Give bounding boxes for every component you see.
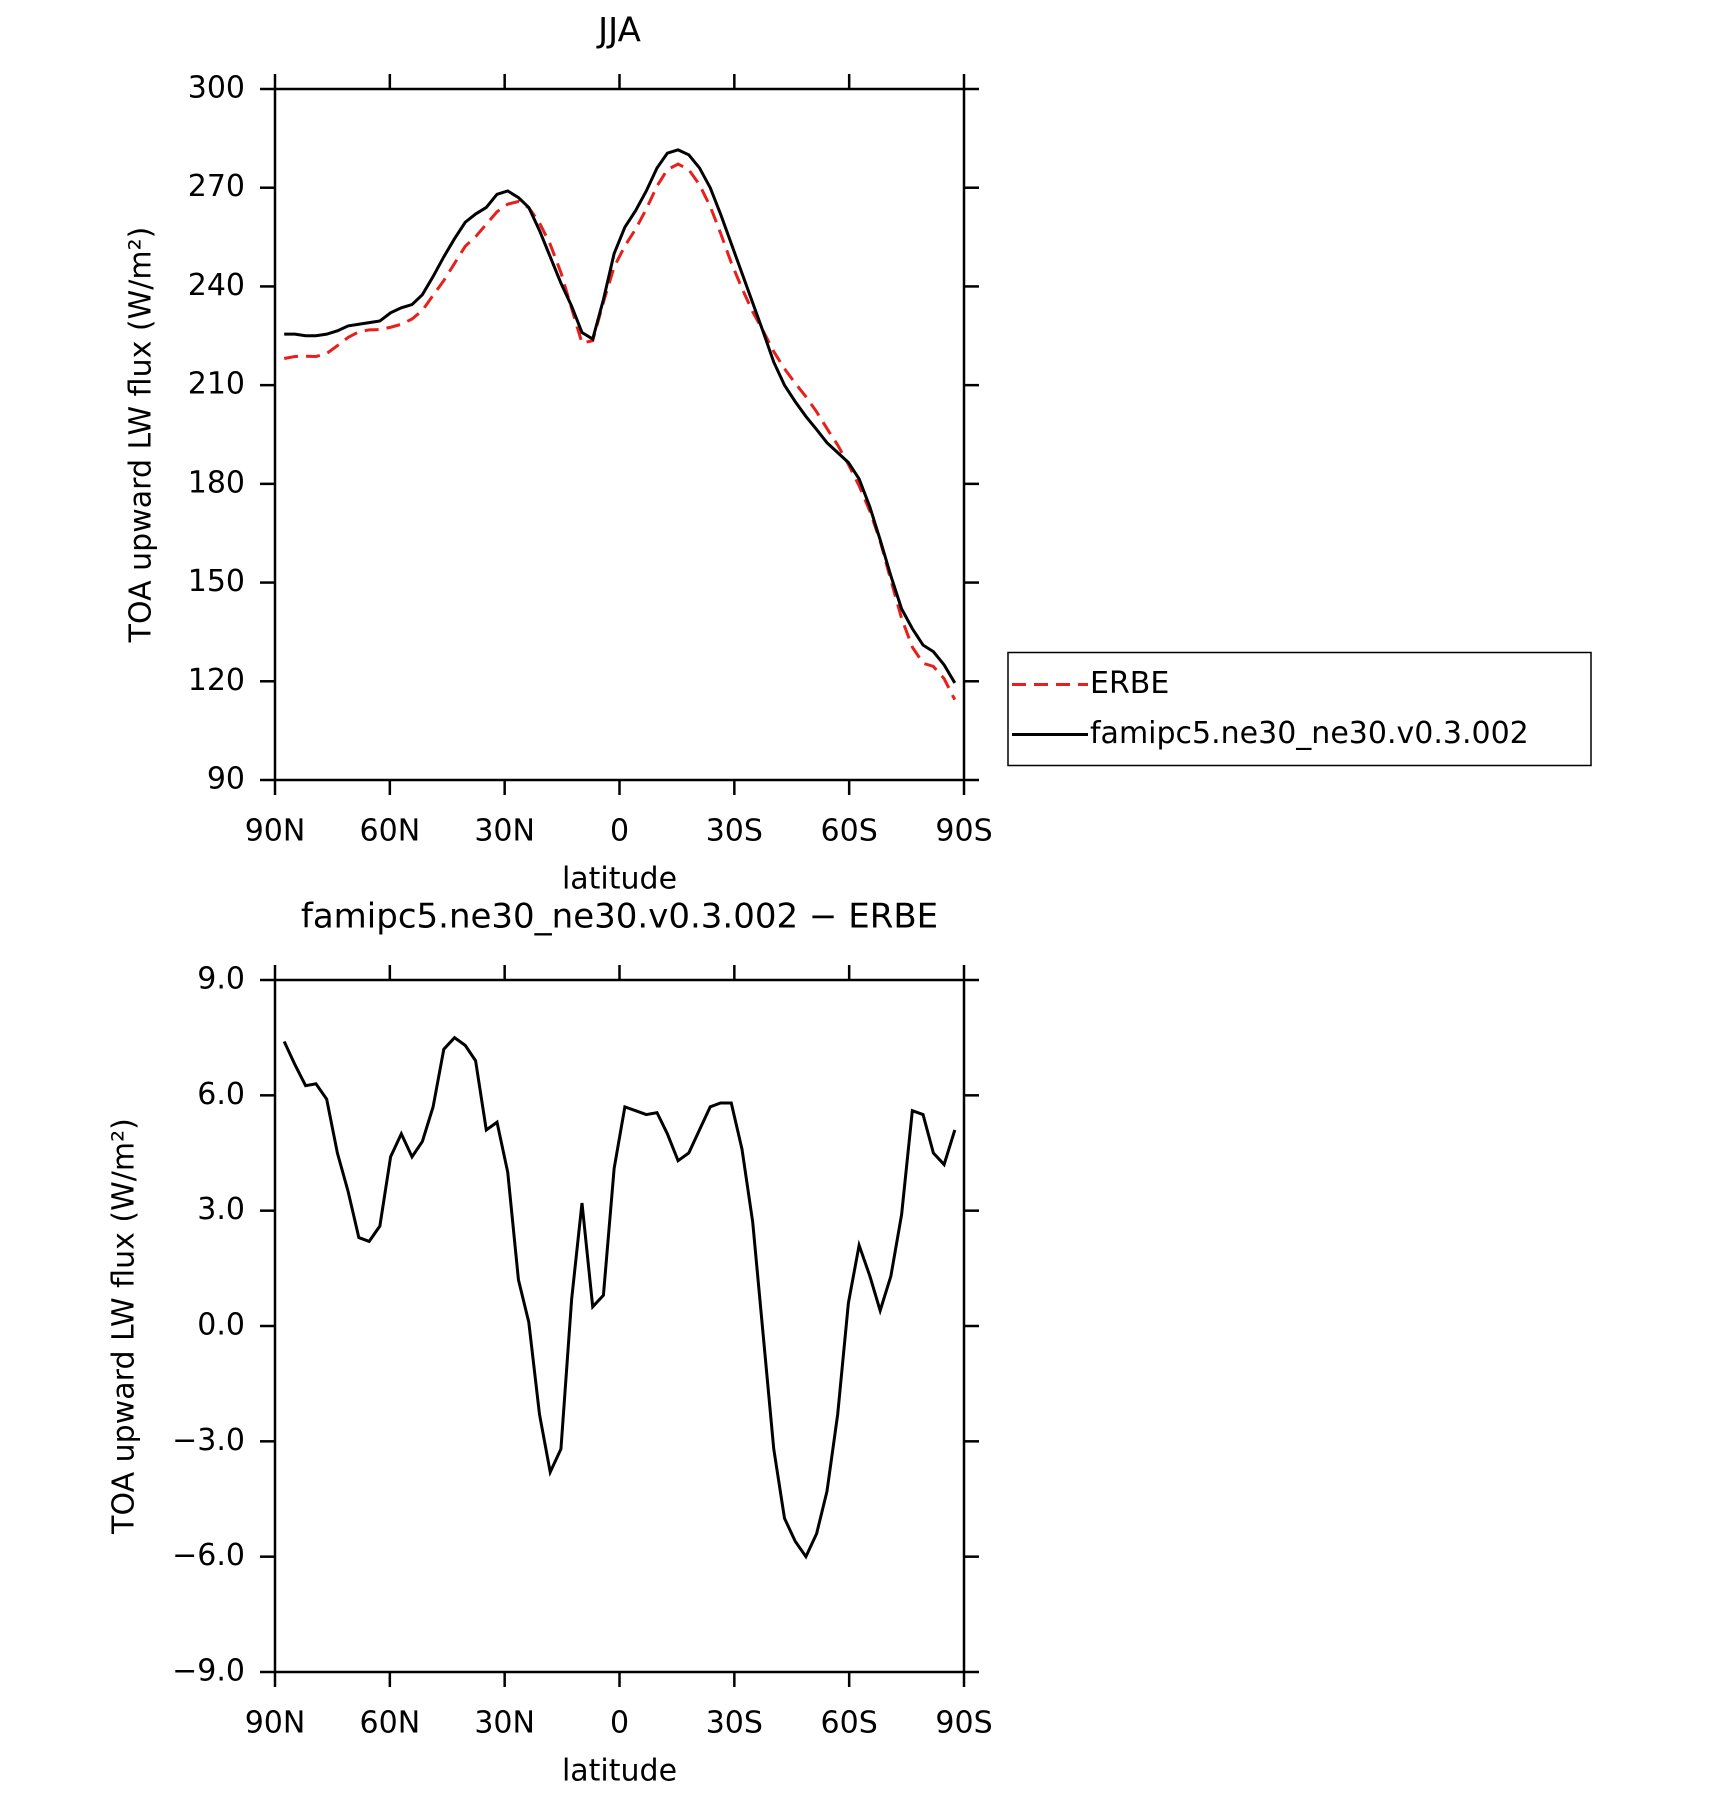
y-tick-label: −9.0 bbox=[172, 1654, 245, 1689]
x-tick-label: 30N bbox=[474, 1706, 535, 1741]
x-tick-label: 90S bbox=[935, 814, 992, 849]
legend-label: famipc5.ne30_ne30.v0.3.002 bbox=[1090, 716, 1529, 751]
y-tick-label: 210 bbox=[188, 367, 245, 402]
x-tick-label: 60N bbox=[360, 1706, 421, 1741]
data-line bbox=[283, 162, 957, 701]
y-tick-label: −6.0 bbox=[172, 1538, 245, 1573]
x-tick-label: 30N bbox=[474, 814, 535, 849]
x-tick-label: 0 bbox=[610, 1706, 629, 1741]
x-axis-label: latitude bbox=[562, 1754, 677, 1789]
x-tick-label: 90N bbox=[245, 814, 306, 849]
x-axis-label: latitude bbox=[562, 862, 677, 897]
x-tick-label: 90S bbox=[935, 1706, 992, 1741]
plot-frame bbox=[273, 978, 966, 1674]
y-tick-label: 3.0 bbox=[197, 1192, 245, 1227]
x-tick-label: 60S bbox=[821, 1706, 878, 1741]
x-tick-label: 60N bbox=[360, 814, 421, 849]
x-tick-label: 90N bbox=[245, 1706, 306, 1741]
y-axis-label: TOA upward LW flux (W/m²) bbox=[124, 227, 159, 644]
y-tick-label: 120 bbox=[188, 663, 245, 698]
plot-frame bbox=[273, 87, 966, 782]
data-line bbox=[282, 1035, 957, 1560]
x-tick-label: 60S bbox=[821, 814, 878, 849]
y-tick-label: 6.0 bbox=[197, 1077, 245, 1112]
y-axis-label: TOA upward LW flux (W/m²) bbox=[107, 1118, 142, 1535]
x-tick-label: 30S bbox=[706, 1706, 763, 1741]
y-tick-label: 150 bbox=[188, 564, 245, 599]
legend-box bbox=[1007, 651, 1592, 767]
x-tick-label: 30S bbox=[706, 814, 763, 849]
y-tick-label: 270 bbox=[188, 169, 245, 204]
x-tick-label: 0 bbox=[610, 814, 629, 849]
legend-label: ERBE bbox=[1090, 666, 1169, 701]
chart-title: JJA bbox=[596, 11, 641, 51]
y-tick-label: 90 bbox=[207, 762, 245, 797]
chart-title: famipc5.ne30_ne30.v0.3.002 − ERBE bbox=[301, 897, 938, 937]
data-line bbox=[284, 148, 957, 684]
y-tick-label: 9.0 bbox=[197, 962, 245, 997]
y-tick-label: −3.0 bbox=[172, 1423, 245, 1458]
y-tick-label: 180 bbox=[188, 465, 245, 500]
y-tick-label: 240 bbox=[188, 268, 245, 303]
y-tick-label: 0.0 bbox=[197, 1308, 245, 1343]
y-tick-label: 300 bbox=[188, 71, 245, 106]
